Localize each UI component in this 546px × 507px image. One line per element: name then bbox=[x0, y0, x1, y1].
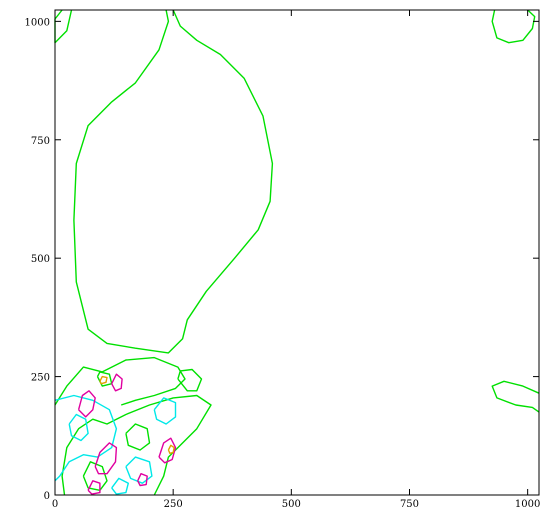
y-axis: 0 250 500 750 1000 bbox=[25, 17, 539, 502]
contour-line bbox=[158, 437, 177, 464]
y-tick-label: 500 bbox=[31, 254, 50, 265]
contour-line bbox=[177, 368, 203, 392]
contour-line bbox=[153, 397, 177, 425]
y-tick-label: 250 bbox=[31, 373, 50, 384]
y-tick-label: 1000 bbox=[25, 17, 50, 28]
contour-line bbox=[54, 9, 73, 44]
contour-line bbox=[167, 444, 175, 454]
contour-line bbox=[111, 373, 123, 392]
x-tick-label: 500 bbox=[282, 499, 301, 507]
contour-line bbox=[54, 356, 186, 406]
x-tick-label: 1000 bbox=[515, 499, 540, 507]
contour-line bbox=[87, 480, 101, 495]
contour-line bbox=[491, 380, 540, 413]
contour-line bbox=[73, 9, 274, 354]
contour-line bbox=[99, 375, 108, 385]
plot-frame bbox=[54, 9, 540, 496]
contour-line bbox=[82, 461, 108, 491]
contour-line bbox=[68, 413, 89, 442]
contour-line bbox=[125, 456, 153, 484]
y-tick-label: 0 bbox=[44, 491, 50, 502]
contour-line bbox=[137, 473, 148, 487]
x-axis: 0 250 500 750 1000 bbox=[52, 10, 540, 507]
x-tick-label: 250 bbox=[164, 499, 183, 507]
x-tick-label: 750 bbox=[400, 499, 419, 507]
contour-lines bbox=[54, 9, 540, 496]
contour-line bbox=[77, 390, 96, 418]
x-tick-label: 0 bbox=[52, 499, 58, 507]
y-tick-label: 750 bbox=[31, 136, 50, 147]
contour-line bbox=[491, 9, 536, 44]
contour-line bbox=[96, 371, 113, 387]
contour-line bbox=[54, 394, 118, 482]
contour-line bbox=[111, 477, 130, 495]
contour-line bbox=[125, 423, 151, 451]
contour-line bbox=[94, 442, 118, 475]
